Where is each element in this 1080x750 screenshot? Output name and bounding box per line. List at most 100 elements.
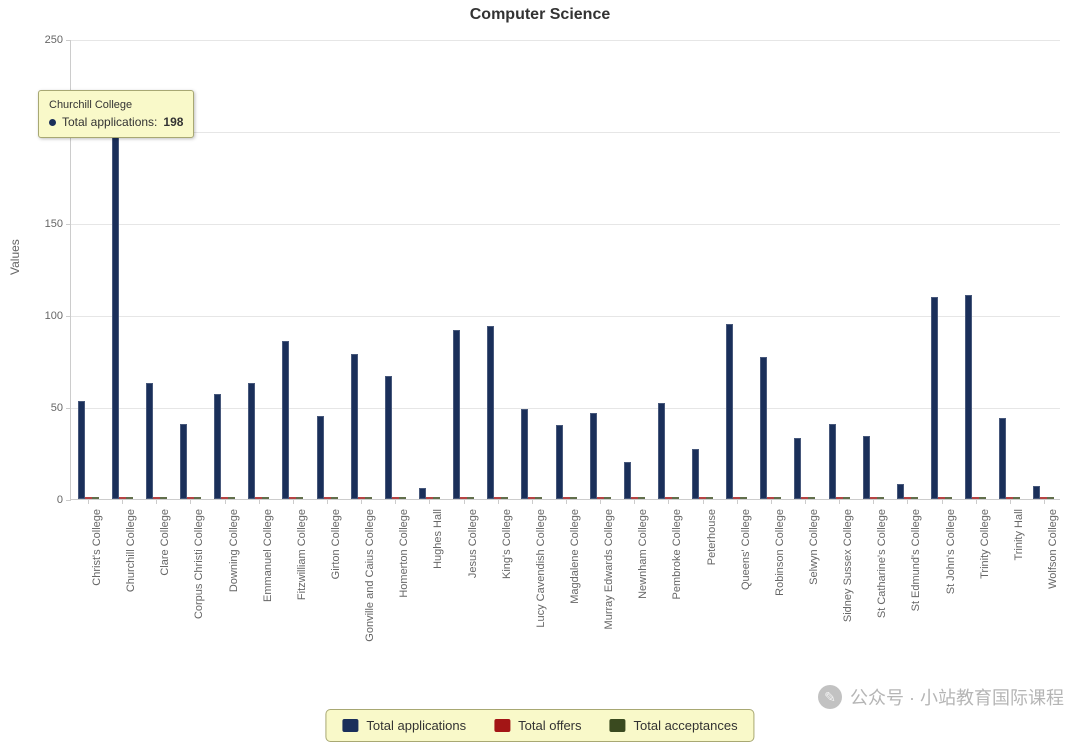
legend-swatch <box>342 719 358 732</box>
bar[interactable] <box>126 497 133 499</box>
bar[interactable] <box>248 383 255 499</box>
x-tick-mark <box>771 499 772 504</box>
bar[interactable] <box>979 497 986 499</box>
legend-label: Total applications <box>366 718 466 733</box>
x-tick-label: St John's College <box>945 509 957 594</box>
bar[interactable] <box>521 409 528 499</box>
bar[interactable] <box>945 497 952 499</box>
legend: Total applications Total offers Total acce… <box>325 709 754 742</box>
x-tick-mark <box>839 499 840 504</box>
bar[interactable] <box>467 497 474 499</box>
bar[interactable] <box>453 330 460 499</box>
bar[interactable] <box>590 413 597 499</box>
bar[interactable] <box>92 497 99 499</box>
x-tick-mark <box>498 499 499 504</box>
x-tick-mark <box>737 499 738 504</box>
tooltip-marker <box>49 119 56 126</box>
x-tick-label: Sidney Sussex College <box>842 509 854 622</box>
bar[interactable] <box>794 438 801 499</box>
bar[interactable] <box>535 497 542 499</box>
bar[interactable] <box>570 497 577 499</box>
bar[interactable] <box>624 462 631 499</box>
bar[interactable] <box>843 497 850 499</box>
bar[interactable] <box>282 341 289 499</box>
bar[interactable] <box>331 497 338 499</box>
x-tick-mark <box>532 499 533 504</box>
bar[interactable] <box>1033 486 1040 499</box>
x-tick-mark <box>1044 499 1045 504</box>
legend-item[interactable]: Total acceptances <box>610 718 738 733</box>
x-tick-mark <box>361 499 362 504</box>
bar[interactable] <box>317 416 324 499</box>
tooltip-header: Churchill College <box>49 99 183 111</box>
bar[interactable] <box>672 497 679 499</box>
bar[interactable] <box>399 497 406 499</box>
bar[interactable] <box>692 449 699 499</box>
x-tick-label: Jesus College <box>467 509 479 578</box>
x-tick-label: Clare College <box>159 509 171 576</box>
chart-title: Computer Science <box>0 6 1080 24</box>
bar[interactable] <box>146 383 153 499</box>
x-tick-label: Homerton College <box>398 509 410 598</box>
bar[interactable] <box>999 418 1006 499</box>
bar[interactable] <box>262 497 269 499</box>
bar[interactable] <box>658 403 665 499</box>
bar[interactable] <box>112 135 119 499</box>
bar[interactable] <box>863 436 870 499</box>
bar[interactable] <box>385 376 392 499</box>
bar[interactable] <box>1013 497 1020 499</box>
bar[interactable] <box>160 497 167 499</box>
bar[interactable] <box>604 497 611 499</box>
x-tick-mark <box>634 499 635 504</box>
bar[interactable] <box>433 497 440 499</box>
x-tick-mark <box>429 499 430 504</box>
bar[interactable] <box>808 497 815 499</box>
bar[interactable] <box>638 497 645 499</box>
y-tick-label: 150 <box>45 218 71 230</box>
bar[interactable] <box>829 424 836 499</box>
watermark: ✎ 公众号 · 小站教育国际课程 <box>818 684 1064 710</box>
bar[interactable] <box>760 357 767 499</box>
bar[interactable] <box>911 497 918 499</box>
x-tick-label: Corpus Christi College <box>193 509 205 619</box>
x-tick-label: Trinity Hall <box>1013 509 1025 561</box>
legend-item[interactable]: Total offers <box>494 718 581 733</box>
bar[interactable] <box>194 497 201 499</box>
bar[interactable] <box>1047 497 1054 499</box>
bar[interactable] <box>897 484 904 499</box>
bar[interactable] <box>931 297 938 499</box>
x-tick-label: St Catharine's College <box>876 509 888 618</box>
tooltip: Churchill College Total applications: 19… <box>38 90 194 138</box>
x-tick-label: Hughes Hall <box>432 509 444 569</box>
bar[interactable] <box>296 497 303 499</box>
x-tick-mark <box>1010 499 1011 504</box>
bar[interactable] <box>214 394 221 499</box>
x-tick-mark <box>156 499 157 504</box>
bar[interactable] <box>351 354 358 499</box>
bar[interactable] <box>774 497 781 499</box>
x-tick-mark <box>873 499 874 504</box>
bar[interactable] <box>487 326 494 499</box>
bar[interactable] <box>501 497 508 499</box>
tooltip-row: Total applications: 198 <box>49 115 183 129</box>
x-tick-mark <box>942 499 943 504</box>
x-tick-mark <box>566 499 567 504</box>
x-tick-mark <box>225 499 226 504</box>
bar[interactable] <box>877 497 884 499</box>
bar[interactable] <box>78 401 85 499</box>
chart-container: Computer Science Values 050100150200250 … <box>0 0 1080 750</box>
x-tick-mark <box>464 499 465 504</box>
x-tick-mark <box>293 499 294 504</box>
bar[interactable] <box>365 497 372 499</box>
bar[interactable] <box>180 424 187 499</box>
bar[interactable] <box>419 488 426 499</box>
bar[interactable] <box>228 497 235 499</box>
bar[interactable] <box>740 497 747 499</box>
x-tick-label: Churchill College <box>125 509 137 592</box>
x-tick-label: Lucy Cavendish College <box>535 509 547 628</box>
bar[interactable] <box>726 324 733 499</box>
bar[interactable] <box>556 425 563 499</box>
bar[interactable] <box>706 497 713 499</box>
legend-item[interactable]: Total applications <box>342 718 466 733</box>
bar[interactable] <box>965 295 972 499</box>
